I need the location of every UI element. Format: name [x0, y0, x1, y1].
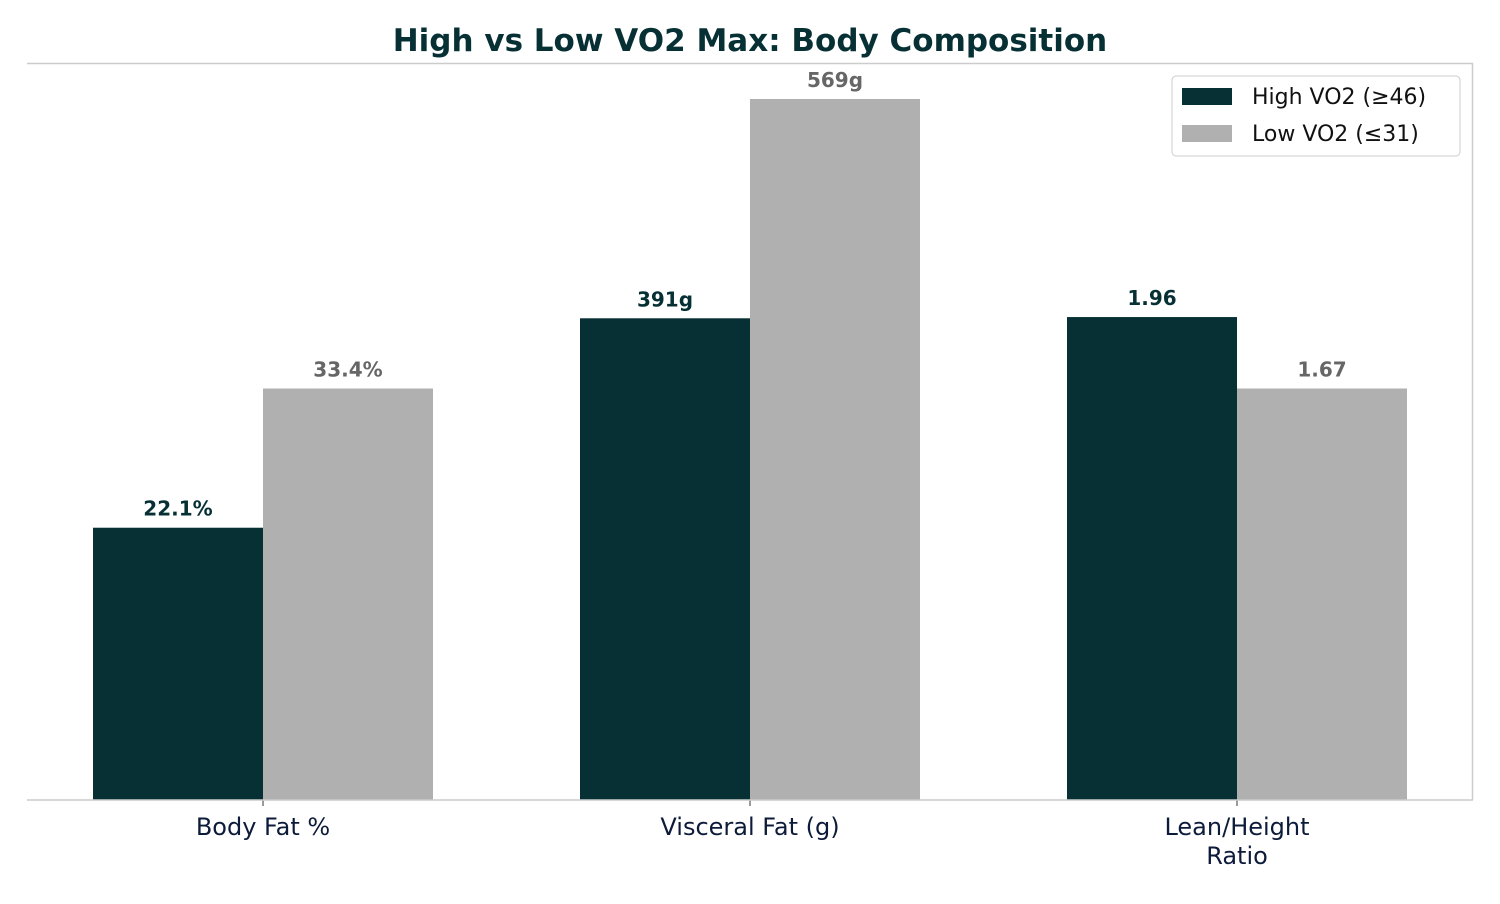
bar-low-2 — [1237, 388, 1407, 800]
data-label: 1.67 — [1297, 358, 1346, 382]
chart-title: High vs Low VO2 Max: Body Composition — [393, 23, 1108, 59]
legend-swatch — [1182, 88, 1232, 105]
x-tick-label: Visceral Fat (g) — [660, 813, 839, 841]
x-tick-label: Lean/Height Ratio — [1164, 813, 1309, 870]
data-label: 22.1% — [143, 497, 212, 521]
legend-swatch — [1182, 125, 1232, 142]
legend: High VO2 (≥46) Low VO2 (≤31) — [1171, 75, 1461, 157]
legend-box — [1171, 75, 1461, 157]
bar-high-1 — [580, 318, 750, 800]
bar-low-0 — [263, 388, 433, 800]
bar-high-2 — [1067, 317, 1237, 800]
data-label: 391g — [637, 287, 693, 311]
bar-high-0 — [93, 527, 263, 800]
data-label: 569g — [807, 68, 863, 92]
bar-low-1 — [750, 98, 920, 800]
x-tick-label: Body Fat % — [196, 813, 330, 841]
legend-label: Low VO2 (≤31) — [1252, 122, 1419, 147]
data-label: 1.96 — [1127, 286, 1176, 310]
data-label: 33.4% — [313, 358, 382, 382]
legend-label: High VO2 (≥46) — [1252, 85, 1426, 110]
